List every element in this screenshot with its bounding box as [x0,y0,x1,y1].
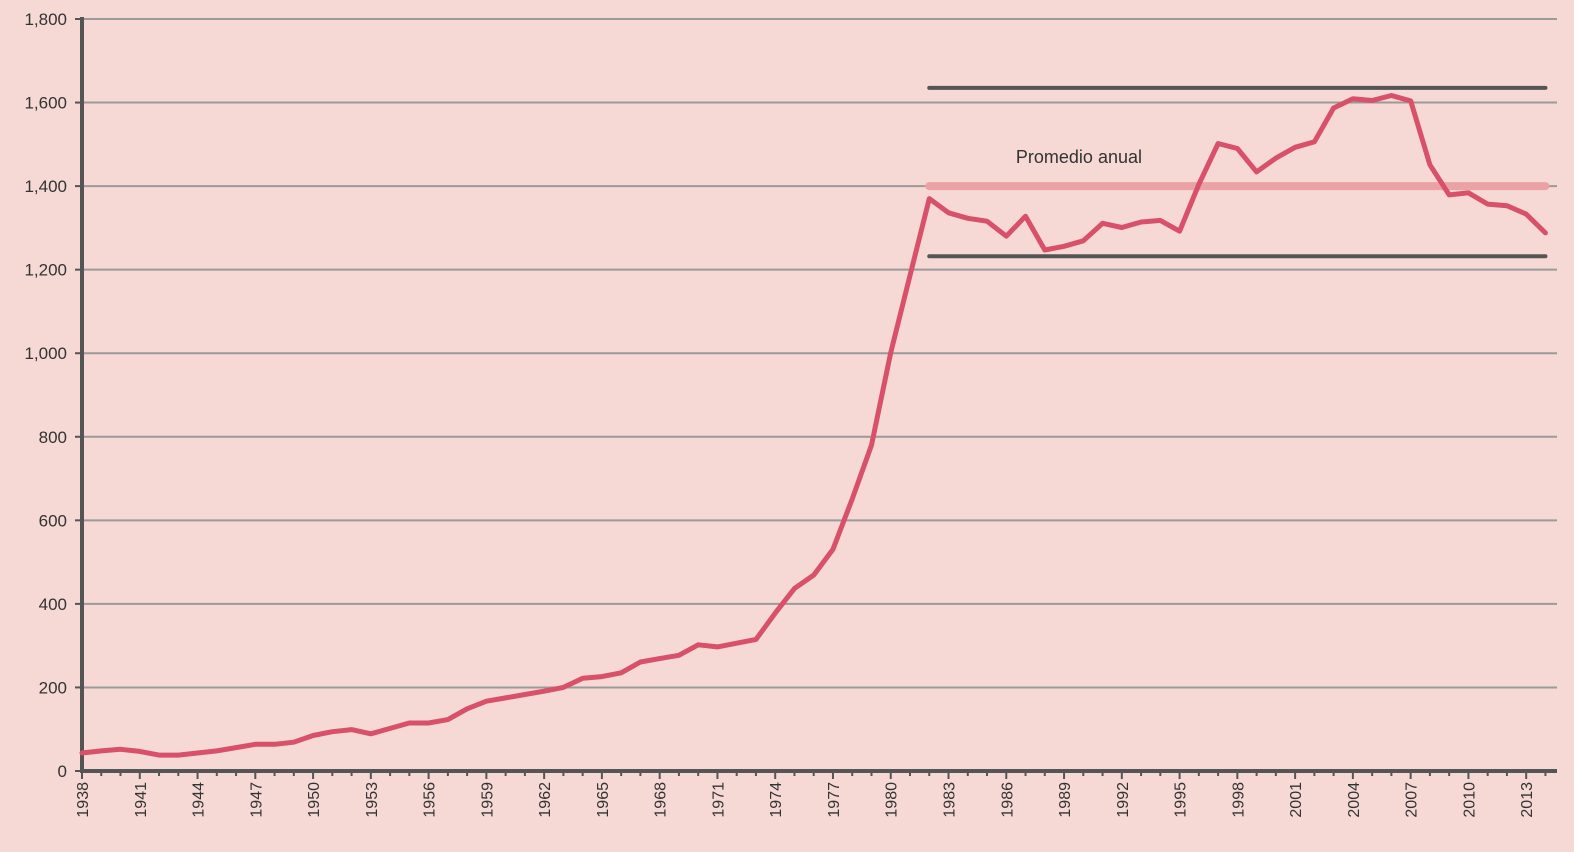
x-tick-label: 1959 [479,782,496,818]
x-tick-label: 1956 [422,782,439,818]
x-tick-label: 1989 [1057,782,1074,818]
x-tick-label: 1944 [191,782,208,818]
x-tick-label: 1977 [826,782,843,818]
y-tick-label: 1,000 [24,344,67,363]
x-tick-label: 1980 [884,782,901,818]
x-tick-label: 1968 [653,782,670,818]
x-tick-label: 2001 [1288,782,1305,818]
y-axis-ticks: 0 200 400 600 800 1,000 1,200 1,400 1,600 1,800 [24,10,82,781]
y-tick-label: 800 [39,428,67,447]
x-tick-label: 1941 [133,782,150,818]
x-tick-label: 1947 [248,782,265,818]
y-tick-label: 600 [39,511,67,530]
x-tick-label: 1983 [942,782,959,818]
x-tick-label: 1938 [75,782,92,818]
x-tick-label: 1965 [595,782,612,818]
axes [80,17,1557,773]
gridlines [82,18,1557,689]
annotations: Promedio anual [1016,147,1142,167]
series-group [79,93,1548,758]
y-tick-label: 400 [39,595,67,614]
x-tick-label: 2007 [1404,782,1421,818]
x-tick-label: 1962 [537,782,554,818]
y-tick-label: 1,200 [24,261,67,280]
x-tick-label: 1971 [710,782,727,818]
x-tick-label: 2013 [1519,782,1536,818]
y-tick-label: 0 [58,762,67,781]
x-tick-label: 2010 [1461,782,1478,818]
y-tick-label: 1,600 [24,94,67,113]
x-tick-label: 1986 [999,782,1016,818]
x-tick-label: 1953 [364,782,381,818]
x-tick-label: 1995 [1173,782,1190,818]
y-tick-label: 200 [39,678,67,697]
x-axis-ticks: 1938 1941 1944 1947 1950 1953 1956 1959 1962 1965… [75,771,1547,818]
y-tick-label: 1,400 [24,177,67,196]
x-tick-label: 1974 [768,782,785,818]
x-tick-label: 2004 [1346,782,1363,818]
annotation-label: Promedio anual [1016,147,1142,167]
x-tick-label: 1998 [1230,782,1247,818]
series-line [79,93,1548,758]
x-tick-label: 1992 [1115,782,1132,818]
x-tick-label: 1950 [306,782,323,818]
reference-lines [925,85,1550,259]
y-tick-label: 1,800 [24,10,67,29]
